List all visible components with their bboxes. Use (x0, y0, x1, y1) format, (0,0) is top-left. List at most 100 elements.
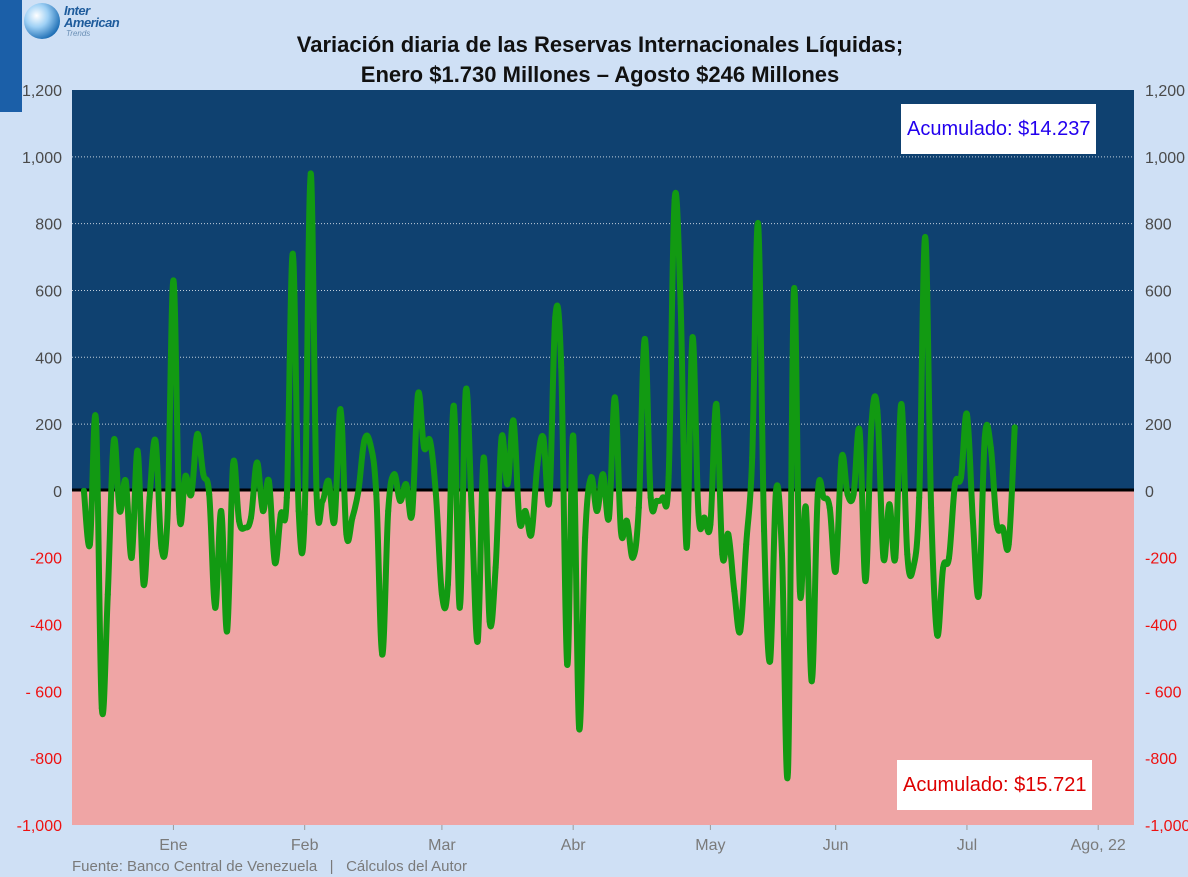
data-point (158, 544, 165, 551)
data-point (820, 494, 827, 501)
data-point (838, 454, 845, 461)
x-axis: Ene Feb Mar Abr May Jun Jul Ago, 22 (159, 825, 1126, 854)
data-point (277, 511, 284, 518)
data-point (868, 421, 875, 428)
data-point (80, 487, 87, 494)
data-point (206, 491, 213, 498)
gridlines (72, 156, 1134, 425)
y-tick-label-right: -400 (1145, 618, 1177, 635)
data-point (773, 487, 779, 494)
data-point (474, 638, 481, 645)
y-tick-label-left: 0 (53, 484, 62, 501)
data-point (940, 564, 947, 571)
data-point (337, 406, 344, 413)
y-tick-label-right: 800 (1145, 217, 1172, 234)
data-point (385, 508, 392, 514)
chart-title: Variación diaria de las Reservas Interna… (150, 30, 1050, 90)
data-point (295, 508, 302, 514)
data-point (194, 431, 201, 438)
chart-title-line2: Enero $1.730 Millones – Agosto $246 Mill… (360, 62, 840, 87)
data-point (230, 461, 237, 468)
accumulated-negative-label: Acumulado: $15.721 (897, 760, 1093, 810)
data-point (689, 334, 696, 341)
y-tick-label-left: 400 (35, 350, 62, 367)
x-tick-label: Jun (823, 837, 849, 854)
y-tick-label-right: -200 (1145, 551, 1177, 568)
data-point (421, 444, 427, 451)
data-point (146, 494, 153, 501)
data-point (564, 661, 571, 668)
y-tick-label-left: 800 (35, 217, 62, 234)
x-tick-label: Mar (428, 837, 456, 854)
data-point (403, 481, 410, 488)
data-point (188, 491, 195, 498)
data-point (218, 508, 225, 514)
data-point (486, 618, 493, 625)
y-tick-label-left: 600 (35, 283, 62, 300)
logo-text-inter: Inter (64, 3, 90, 18)
y-tick-label-right: 0 (1145, 484, 1154, 501)
data-point (880, 554, 887, 561)
data-point (349, 514, 356, 521)
data-point (504, 481, 511, 488)
data-point (468, 508, 475, 514)
data-point (934, 631, 941, 638)
data-point (456, 604, 463, 611)
data-point (152, 437, 159, 444)
data-point (98, 705, 105, 712)
data-point (1011, 424, 1018, 431)
y-tick-label-right: 600 (1145, 283, 1172, 300)
data-point (862, 578, 869, 585)
logo: Inter American Trends (0, 0, 140, 120)
data-point (265, 477, 272, 484)
data-point (200, 471, 207, 478)
data-point (707, 521, 714, 528)
data-point (981, 434, 988, 441)
y-tick-label-left: - 600 (26, 684, 63, 701)
data-point (248, 514, 254, 521)
data-point (301, 511, 308, 518)
data-point (92, 416, 99, 423)
y-tick-label-right: 1,200 (1145, 83, 1185, 100)
data-point (361, 437, 368, 444)
data-point (122, 477, 129, 484)
data-point (617, 528, 624, 534)
data-point (182, 472, 189, 479)
data-point (850, 491, 857, 498)
data-point (695, 511, 702, 518)
data-point (540, 434, 547, 441)
source-note: Fuente: Banco Central de Venezuela | Cál… (72, 858, 467, 875)
data-point (164, 514, 171, 521)
y-tick-label-left: -1,000 (17, 818, 62, 835)
data-point (570, 432, 577, 439)
data-point (343, 531, 350, 538)
data-point (916, 494, 923, 501)
data-point (683, 544, 690, 551)
data-point (844, 491, 851, 498)
data-point (325, 477, 332, 484)
data-point (271, 559, 278, 566)
data-point (671, 197, 678, 204)
accumulated-positive-label: Acumulado: $14.237 (901, 104, 1097, 154)
data-point (516, 518, 523, 524)
data-point (427, 437, 433, 444)
data-point (832, 568, 839, 575)
data-point (922, 234, 929, 240)
data-point (289, 250, 296, 257)
logo-accent-bar (0, 0, 22, 112)
y-tick-label-left: 1,200 (22, 83, 62, 100)
data-point (498, 434, 505, 441)
data-point (790, 287, 797, 294)
data-point (611, 394, 618, 401)
data-point (623, 518, 630, 524)
data-point (653, 497, 660, 504)
data-point (1005, 541, 1012, 548)
data-point (224, 628, 231, 635)
data-point (600, 471, 606, 478)
data-point (212, 604, 219, 611)
data-point (713, 401, 720, 407)
y-tick-label-right: -1,000 (1145, 818, 1188, 835)
data-point (886, 501, 893, 508)
data-point (731, 588, 738, 595)
data-point (86, 541, 93, 548)
